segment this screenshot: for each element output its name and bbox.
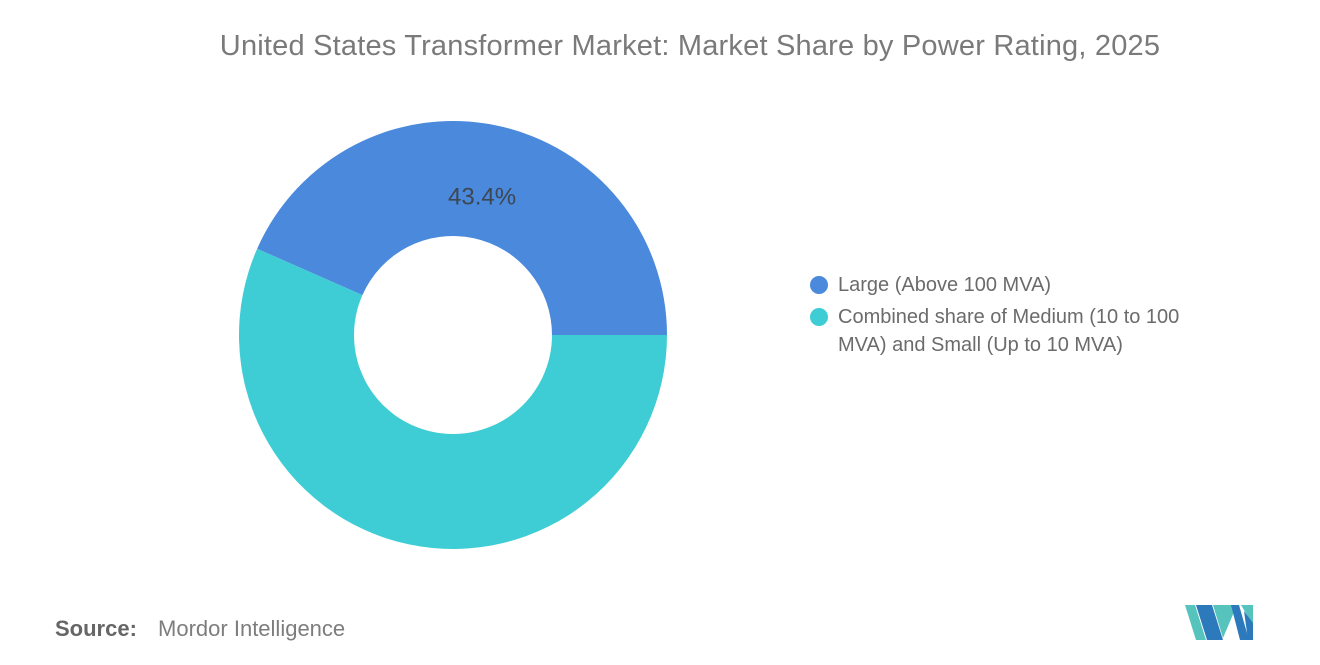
legend-marker-large-icon bbox=[810, 276, 828, 294]
legend-label-large: Large (Above 100 MVA) bbox=[838, 274, 1052, 296]
legend-marker-medium-small-icon bbox=[810, 308, 828, 326]
donut-data-label-0: 43.4% bbox=[448, 183, 516, 210]
source-line: Source: Mordor Intelligence bbox=[55, 616, 345, 642]
mordor-intelligence-logo bbox=[1185, 605, 1253, 640]
legend-item-medium-small[interactable]: Combined share of Medium (10 to 100 MVA)… bbox=[810, 303, 1210, 359]
legend-item-large[interactable]: Large (Above 100 MVA) bbox=[810, 271, 1210, 299]
chart-title: United States Transformer Market: Market… bbox=[219, 30, 1161, 62]
legend-label-medium-small: Combined share of Medium (10 to 100 MVA)… bbox=[838, 306, 1180, 356]
donut-slice-0[interactable] bbox=[257, 121, 667, 336]
source-value: Mordor Intelligence bbox=[158, 616, 346, 641]
donut-chart[interactable]: 43.4% bbox=[233, 115, 673, 555]
donut-slice-1[interactable] bbox=[238, 248, 667, 550]
legend: Large (Above 100 MVA) Combined share of … bbox=[810, 271, 1210, 363]
source-label: Source: bbox=[55, 616, 137, 641]
